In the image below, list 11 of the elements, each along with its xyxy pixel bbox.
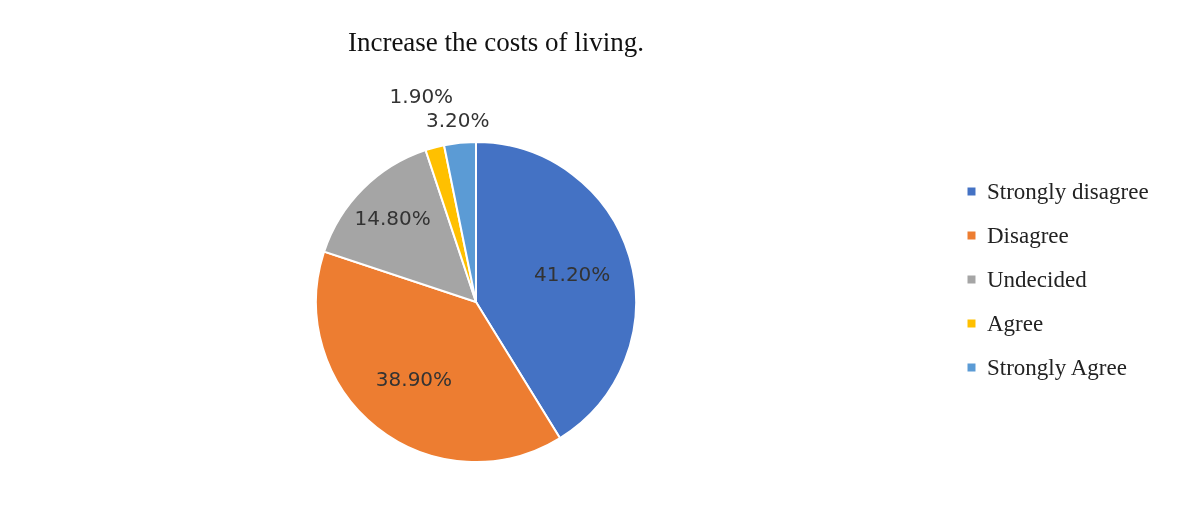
legend-label: Disagree bbox=[987, 222, 1069, 248]
legend-label: Strongly Agree bbox=[987, 354, 1127, 380]
legend-label: Strongly disagree bbox=[987, 178, 1149, 204]
data-label: 3.20% bbox=[425, 107, 490, 132]
legend-label: Undecided bbox=[987, 266, 1088, 292]
legend-label: Agree bbox=[987, 310, 1044, 336]
data-label: 38.90% bbox=[375, 367, 453, 392]
data-label: 14.80% bbox=[354, 205, 431, 230]
data-label: 1.90% bbox=[389, 84, 454, 109]
chart-title: Increase the costs of living. bbox=[347, 27, 645, 58]
data-label: 41.20% bbox=[534, 261, 611, 286]
